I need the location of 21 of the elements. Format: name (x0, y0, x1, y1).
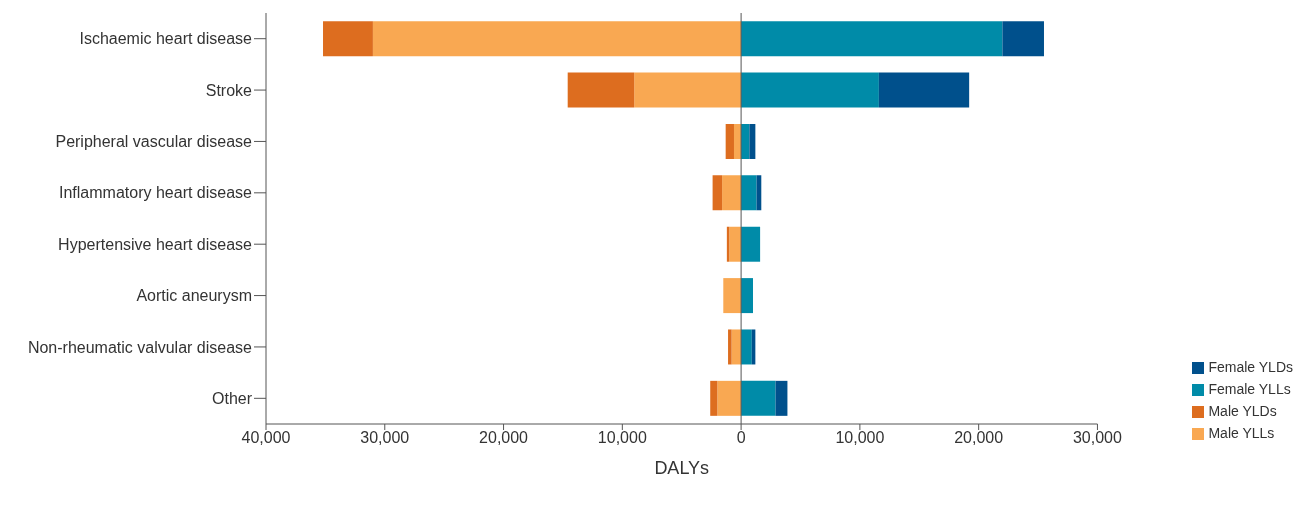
x-tick-label: 20,000 (954, 429, 1004, 447)
y-tick-label: Non-rheumatic valvular disease (27, 338, 253, 356)
x-tick-label: 0 (736, 429, 746, 447)
legend-label: Male YLDs (1208, 403, 1277, 419)
x-tick-label: 20,000 (479, 429, 529, 447)
legend-label: Female YLLs (1208, 381, 1291, 397)
x-tick-label: 10,000 (835, 429, 885, 447)
x-tick-label: 40,000 (241, 429, 291, 447)
x-tick-label: 10,000 (597, 429, 647, 447)
x-axis-title: DALYs (654, 458, 710, 478)
y-tick-label: Inflammatory heart disease (59, 184, 253, 202)
y-tick-label: Hypertensive heart disease (58, 235, 253, 253)
x-tick-label: 30,000 (360, 429, 410, 447)
y-tick-label: Stroke (205, 81, 253, 99)
x-tick-label: 30,000 (1072, 429, 1123, 447)
y-tick-label: Other (211, 389, 253, 407)
legend-label: Female YLDs (1208, 359, 1293, 375)
legend-label: Male YLLs (1208, 425, 1275, 441)
y-tick-label: Aortic aneurysm (136, 287, 252, 305)
y-tick-label: Peripheral vascular disease (55, 133, 253, 151)
y-tick-label: Ischaemic heart disease (79, 30, 253, 48)
